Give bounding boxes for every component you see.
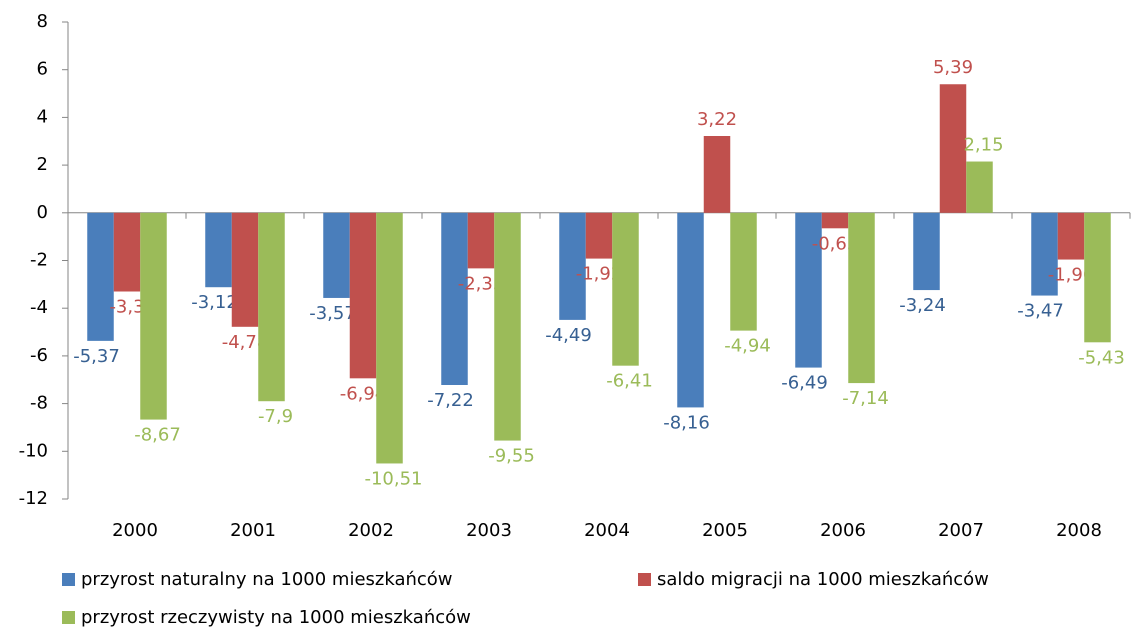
legend-swatch [638,573,651,586]
x-tick-label: 2007 [938,520,984,541]
value-label: -7,14 [842,388,889,409]
value-label: -4,94 [724,336,771,357]
x-tick-label: 2008 [1056,520,1102,541]
x-tick-label: 2005 [702,520,748,541]
bar [795,212,822,368]
y-tick-label: 4 [37,106,48,127]
bar [441,212,468,385]
legend-label: przyrost naturalny na 1000 mieszkańców [81,569,453,590]
bar [349,212,377,379]
bar [205,212,232,288]
legend-label: saldo migracji na 1000 mieszkańców [657,569,989,590]
y-tick-label: 6 [37,59,48,80]
x-tick-label: 2001 [230,520,276,541]
value-label: -0,65 [812,233,859,254]
y-tick-label: -8 [30,393,48,414]
bar [677,212,704,408]
legend-swatch [62,573,75,586]
bar [140,212,167,420]
value-label: -8,67 [134,425,181,446]
bar [913,212,940,291]
y-tick-label: -4 [30,297,48,318]
value-label: 5,39 [933,57,973,78]
bar [939,84,967,213]
bar [585,212,613,259]
x-tick-label: 2006 [820,520,866,541]
value-label: -10,51 [364,468,422,489]
bar [1057,212,1085,260]
bar [848,212,875,384]
value-label: -4,78 [222,332,269,353]
bar [612,212,639,366]
bar [1084,212,1111,343]
value-label: -1,92 [576,264,623,285]
bar [376,212,403,464]
value-label: -5,43 [1078,347,1125,368]
value-label: -7,22 [427,390,474,411]
bar [703,136,731,213]
value-label: -5,37 [73,346,120,367]
y-tick-label: 2 [37,154,48,175]
value-label: -6,94 [340,383,387,404]
value-label: 2,15 [963,135,1003,156]
value-label: -3,12 [191,292,238,313]
y-tick-label: -12 [19,488,48,509]
legend-label: przyrost rzeczywisty na 1000 mieszkańców [81,607,471,628]
value-label: -6,41 [606,371,653,392]
bar [730,212,757,331]
bar [258,212,285,402]
value-label: -2,33 [458,273,505,294]
value-label: -3,3 [109,297,144,318]
bar [494,212,521,441]
value-label: -3,47 [1017,301,1064,322]
value-label: -9,55 [488,446,535,467]
y-tick-label: -6 [30,345,48,366]
y-tick-label: -2 [30,250,48,271]
value-label: -3,57 [309,303,356,324]
value-label: -3,24 [899,295,946,316]
bar [467,212,495,269]
bar [323,212,350,298]
value-label: 3,22 [697,109,737,130]
bar [87,212,114,341]
y-tick-label: 0 [37,202,48,223]
bar [966,161,993,213]
value-label: -8,16 [663,412,710,433]
legend-swatch [62,611,75,624]
y-tick-label: 8 [37,11,48,32]
bar [113,212,141,292]
bar [1031,212,1058,296]
value-label: -6,49 [781,373,828,394]
bar [559,212,586,320]
value-label: -4,49 [545,325,592,346]
value-label: -1,96 [1048,265,1095,286]
bar [231,212,259,327]
x-tick-label: 2002 [348,520,394,541]
value-label: -7,9 [258,406,293,427]
x-tick-label: 2003 [466,520,512,541]
bar [821,212,849,229]
x-tick-label: 2000 [112,520,158,541]
y-tick-label: -10 [19,440,48,461]
x-tick-label: 2004 [584,520,630,541]
